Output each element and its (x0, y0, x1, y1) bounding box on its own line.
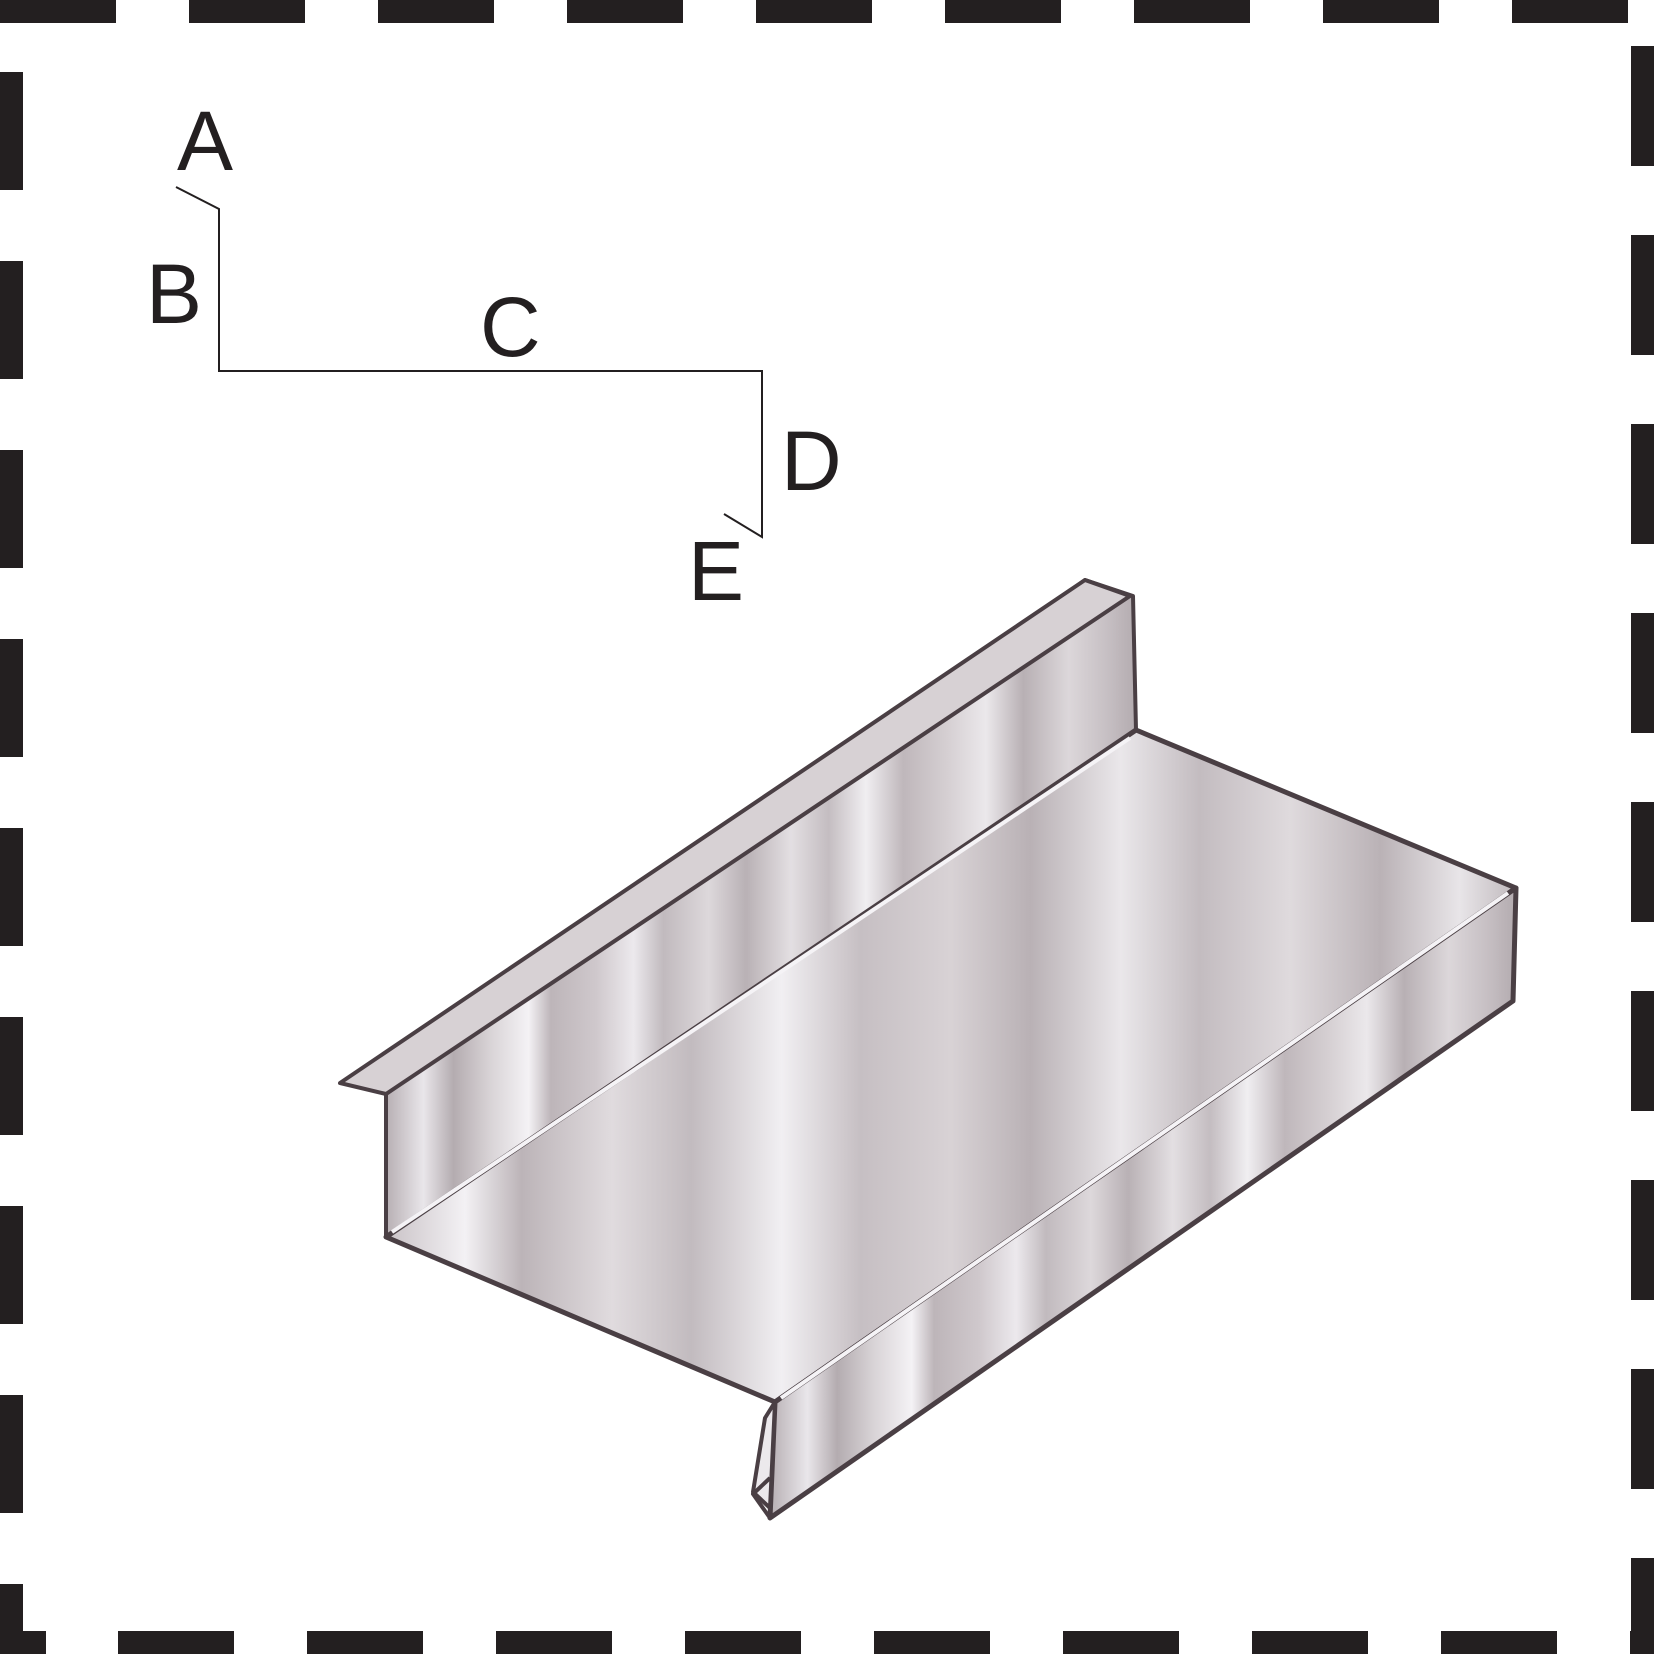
frame-dash (1631, 991, 1654, 1111)
segment-label-d: D (781, 414, 842, 508)
frame-dash (0, 1395, 23, 1513)
frame-dash (1631, 46, 1654, 166)
frame-dash (378, 0, 494, 23)
fold-line-lower (779, 891, 1510, 1400)
frame-dash (1631, 235, 1654, 355)
bottom-kick-edge (751, 1476, 772, 1520)
segment-label-e: E (688, 524, 744, 618)
top-lip (338, 578, 1132, 1096)
frame-dash (1063, 1631, 1179, 1654)
bottom-kick (751, 1400, 777, 1510)
frame-dash (0, 450, 23, 568)
segment-label-c: C (480, 280, 541, 374)
frame-dash (0, 639, 23, 757)
frame-dash (307, 1631, 423, 1654)
frame-dash (1631, 613, 1654, 733)
frame-dash (1512, 0, 1628, 23)
frame-dash (0, 1206, 23, 1324)
frame-dash (1323, 0, 1439, 23)
frame-dash (1631, 1558, 1654, 1654)
frame-dash (1631, 424, 1654, 544)
frame-dash (0, 261, 23, 379)
frame-dash (0, 828, 23, 946)
frame-dash (756, 0, 872, 23)
segment-label-a: A (177, 94, 233, 188)
flashing-3d-render (338, 578, 1519, 1521)
frame-dash (0, 1017, 23, 1135)
frame-dash (1252, 1631, 1368, 1654)
frame-dash (118, 1631, 234, 1654)
segment-label-b: B (146, 247, 202, 341)
frame-dash (189, 0, 305, 23)
frame-dash (1631, 1369, 1654, 1489)
frame-dash (945, 0, 1061, 23)
frame-dash (685, 1631, 801, 1654)
frame-dash (1631, 1180, 1654, 1300)
frame-dash (1134, 0, 1250, 23)
frame-dash (0, 72, 23, 190)
profile-outline (175, 186, 763, 539)
frame-dash (874, 1631, 990, 1654)
frame-dash (567, 0, 683, 23)
fold-line-upper (390, 736, 1132, 1234)
frame-dash (0, 1584, 23, 1654)
frame-dash (0, 0, 116, 23)
frame-dash (1441, 1631, 1557, 1654)
frame-dash (1631, 802, 1654, 922)
frame-dash (496, 1631, 612, 1654)
